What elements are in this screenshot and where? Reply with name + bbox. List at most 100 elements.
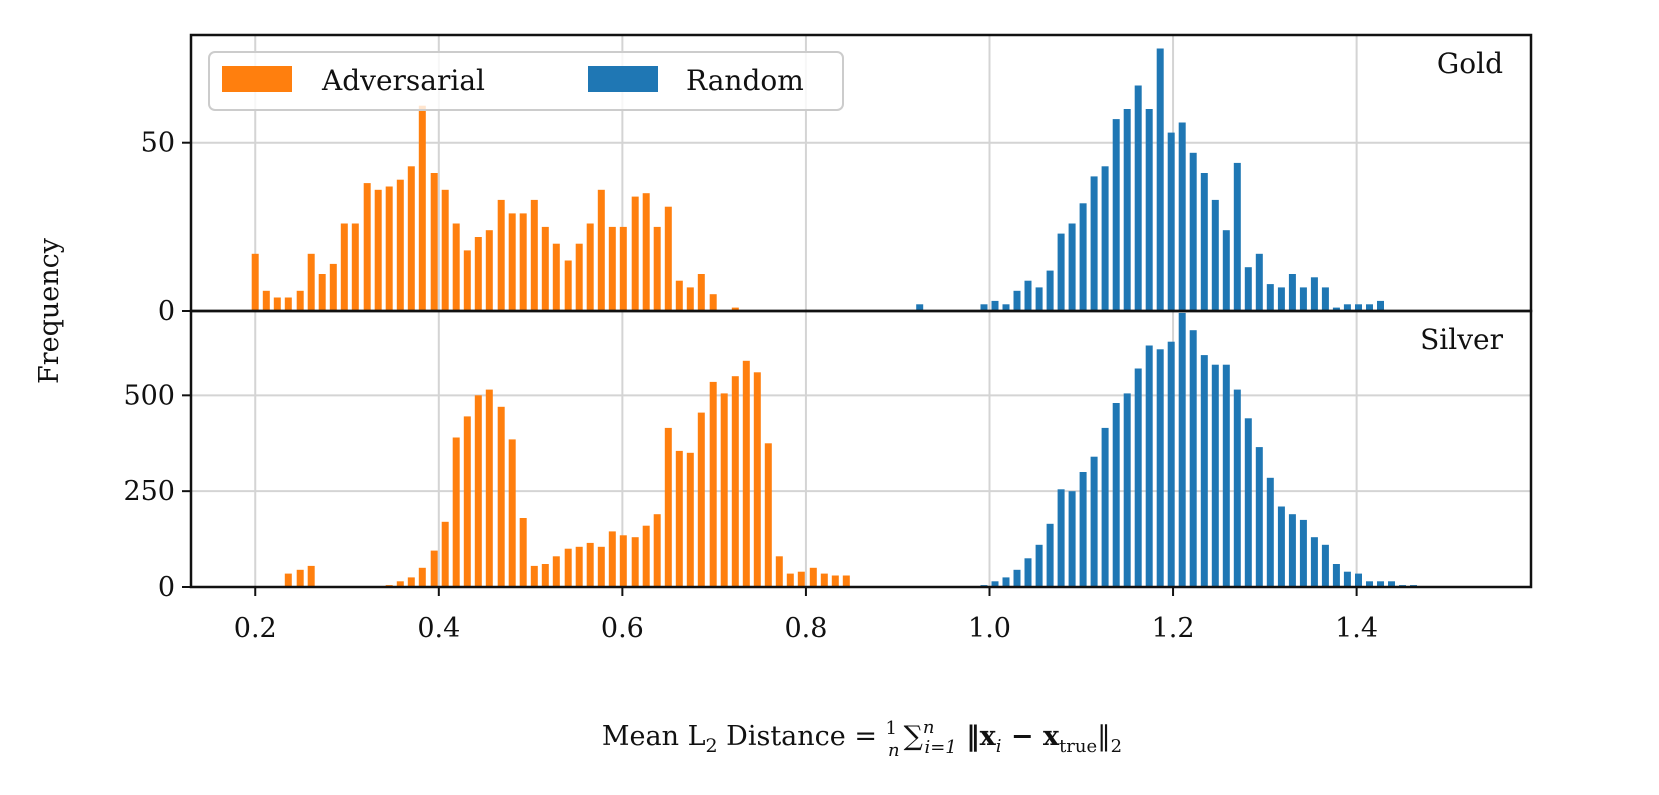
gold-bar-adversarial bbox=[508, 213, 516, 311]
gold-bar-adversarial bbox=[631, 196, 639, 311]
silver-bar-adversarial bbox=[575, 546, 583, 588]
silver-bar-random bbox=[1255, 447, 1263, 587]
silver-bar-adversarial bbox=[418, 567, 426, 587]
x-title-norm-sub2: true bbox=[1059, 736, 1097, 757]
gold-bar-random bbox=[1167, 132, 1175, 311]
silver-bar-adversarial bbox=[720, 393, 728, 587]
silver-bar-adversarial bbox=[786, 573, 794, 587]
silver-bar-random bbox=[1222, 364, 1230, 587]
silver-bar-adversarial bbox=[452, 437, 460, 587]
gold-bar-random bbox=[1222, 230, 1230, 311]
x-title-norm-open: ‖x bbox=[957, 721, 997, 752]
silver-bar-adversarial bbox=[842, 575, 850, 587]
gold-bar-random bbox=[1299, 287, 1307, 311]
x-tick-label: 0.2 bbox=[234, 613, 277, 644]
silver-panel-bars bbox=[284, 312, 1417, 588]
x-tick-label: 1.2 bbox=[1152, 613, 1195, 644]
silver-bar-adversarial bbox=[664, 427, 672, 587]
silver-bar-adversarial bbox=[564, 548, 572, 587]
gold-bar-adversarial bbox=[485, 230, 493, 311]
gold-bar-adversarial bbox=[474, 237, 482, 311]
gold-bar-adversarial bbox=[318, 274, 326, 311]
gold-bar-random bbox=[1321, 287, 1329, 311]
silver-bar-adversarial bbox=[631, 537, 639, 587]
silver-bar-random bbox=[1123, 393, 1131, 587]
silver-bar-adversarial bbox=[396, 581, 404, 588]
silver-bar-adversarial bbox=[831, 575, 839, 587]
x-title-minus: − x bbox=[1002, 721, 1060, 752]
x-title-sum-sup: n bbox=[923, 717, 935, 738]
gold-panel-label: Gold bbox=[1437, 47, 1503, 80]
silver-bar-random bbox=[1310, 537, 1318, 587]
gold-bar-adversarial bbox=[642, 193, 650, 311]
gold-bar-adversarial bbox=[575, 243, 583, 311]
silver-bar-random bbox=[1189, 330, 1197, 587]
silver-bar-adversarial bbox=[619, 535, 627, 588]
gold-bar-adversarial bbox=[363, 183, 371, 311]
x-title-norm-close: ‖ bbox=[1097, 721, 1111, 752]
silver-bar-random bbox=[1321, 544, 1329, 587]
gold-bar-adversarial bbox=[619, 226, 627, 311]
gold-bar-adversarial bbox=[351, 223, 359, 311]
x-title-sub: 2 bbox=[706, 735, 718, 757]
gold-bar-adversarial bbox=[407, 166, 415, 311]
silver-bar-random bbox=[1101, 427, 1109, 587]
gold-bar-adversarial bbox=[441, 189, 449, 311]
gold-y-tick-label: 0 bbox=[158, 296, 175, 327]
legend-swatch-random bbox=[588, 66, 658, 92]
silver-bar-random bbox=[1156, 349, 1164, 587]
gold-bar-adversarial bbox=[497, 199, 505, 311]
gold-bar-adversarial bbox=[430, 173, 438, 311]
silver-bar-adversarial bbox=[530, 565, 538, 587]
silver-bar-adversarial bbox=[541, 564, 549, 587]
gold-bar-adversarial bbox=[452, 223, 460, 311]
x-tick-label: 0.6 bbox=[601, 613, 644, 644]
silver-bar-adversarial bbox=[809, 567, 817, 587]
gold-bar-random bbox=[1156, 48, 1164, 311]
gold-bar-adversarial bbox=[340, 223, 348, 311]
silver-bar-adversarial bbox=[284, 573, 292, 587]
gold-bar-random bbox=[1343, 304, 1351, 311]
gold-bar-adversarial bbox=[552, 243, 560, 311]
x-axis-title: Mean L2 Distance = 1 n ∑n i=1 ‖xi − xtrue‖2 bbox=[602, 717, 1122, 761]
gold-bar-adversarial bbox=[564, 260, 572, 311]
legend: Adversarial Random bbox=[208, 51, 844, 111]
silver-bar-adversarial bbox=[586, 542, 594, 587]
silver-bar-random bbox=[1145, 345, 1153, 587]
gold-bar-adversarial bbox=[385, 186, 393, 311]
gold-bar-random bbox=[1288, 274, 1296, 311]
gold-bar-random bbox=[1123, 109, 1131, 311]
gold-bar-adversarial bbox=[675, 280, 683, 311]
x-tick-label: 1.0 bbox=[968, 613, 1011, 644]
silver-panel-grid bbox=[191, 311, 1531, 588]
silver-bar-adversarial bbox=[742, 360, 750, 587]
gold-bar-random bbox=[1079, 203, 1087, 311]
gold-bar-random bbox=[1024, 280, 1032, 311]
silver-bar-adversarial bbox=[474, 395, 482, 587]
gold-bar-adversarial bbox=[296, 290, 304, 311]
silver-bar-random bbox=[1277, 506, 1285, 587]
gold-bar-adversarial bbox=[307, 253, 315, 311]
silver-bar-adversarial bbox=[653, 514, 661, 587]
gold-bar-adversarial bbox=[653, 226, 661, 311]
silver-bar-random bbox=[1002, 577, 1010, 587]
gold-bar-adversarial bbox=[697, 274, 705, 311]
silver-bar-adversarial bbox=[441, 521, 449, 587]
silver-bar-random bbox=[1332, 564, 1340, 587]
legend-label-adversarial: Adversarial bbox=[321, 64, 485, 97]
silver-bar-random bbox=[1299, 519, 1307, 587]
gold-bar-adversarial bbox=[664, 206, 672, 311]
x-tick-label: 0.8 bbox=[784, 613, 827, 644]
gold-bar-random bbox=[1013, 290, 1021, 311]
x-title-norm-sub3: 2 bbox=[1111, 736, 1122, 757]
silver-bar-random bbox=[1233, 389, 1241, 587]
silver-panel-frame bbox=[189, 309, 1533, 589]
x-title-norm-sub1: i bbox=[996, 736, 1002, 757]
silver-bar-adversarial bbox=[296, 569, 304, 588]
gold-bar-random bbox=[916, 304, 924, 311]
silver-bar-random bbox=[1288, 514, 1296, 587]
x-title-frac-num: 1 bbox=[886, 718, 897, 739]
silver-bar-random bbox=[1112, 403, 1120, 587]
x-title-frac-den: n bbox=[888, 740, 900, 761]
